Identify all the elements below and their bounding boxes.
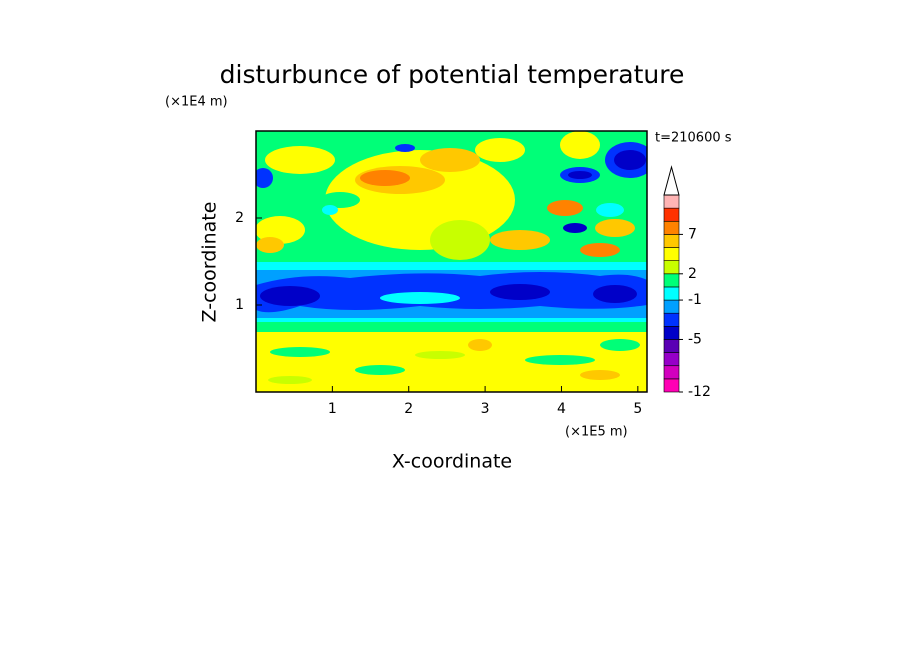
y-tick-label: 2 bbox=[235, 210, 244, 226]
colorbar-segment bbox=[663, 194, 680, 209]
colorbar-tick-label: 7 bbox=[688, 226, 697, 242]
y-axis-label: Z-coordinate bbox=[199, 202, 221, 323]
colorbar-segment bbox=[663, 299, 680, 314]
x-tick-label: 5 bbox=[633, 401, 642, 417]
colorbar-tick-label: 2 bbox=[688, 266, 697, 282]
colorbar-segment bbox=[663, 352, 680, 367]
x-unit: (×1E5 m) bbox=[565, 425, 628, 440]
x-tick-label: 1 bbox=[328, 401, 337, 417]
y-unit: (×1E4 m) bbox=[165, 95, 228, 110]
colorbar-segment bbox=[663, 273, 680, 288]
colorbar-segment bbox=[663, 286, 680, 301]
colorbar-segment bbox=[663, 207, 680, 222]
colorbar-segment bbox=[663, 260, 680, 275]
colorbar-segment bbox=[663, 326, 680, 340]
colorbar-segment bbox=[663, 339, 680, 353]
x-tick-label: 3 bbox=[481, 401, 490, 417]
chart-title: disturbunce of potential temperature bbox=[220, 60, 685, 89]
colorbar-segment bbox=[663, 234, 680, 248]
colorbar-segment bbox=[663, 378, 680, 393]
x-tick-label: 4 bbox=[557, 401, 566, 417]
x-axis-label: X-coordinate bbox=[392, 451, 512, 473]
plot-frame bbox=[255, 130, 648, 393]
colorbar-tick-label: -12 bbox=[688, 384, 711, 400]
colorbar-segment bbox=[663, 247, 680, 261]
colorbar-segment bbox=[663, 365, 680, 380]
colorbar-tick-label: -5 bbox=[688, 331, 702, 347]
y-tick-label: 1 bbox=[235, 297, 244, 313]
colorbar-segment bbox=[663, 312, 680, 327]
colorbar-extension bbox=[663, 165, 680, 196]
x-tick-label: 2 bbox=[404, 401, 413, 417]
contour-field bbox=[256, 131, 647, 392]
annotation: t=210600 s bbox=[655, 131, 732, 146]
colorbar-segment bbox=[663, 220, 680, 235]
colorbar-tick-label: -1 bbox=[688, 292, 702, 308]
